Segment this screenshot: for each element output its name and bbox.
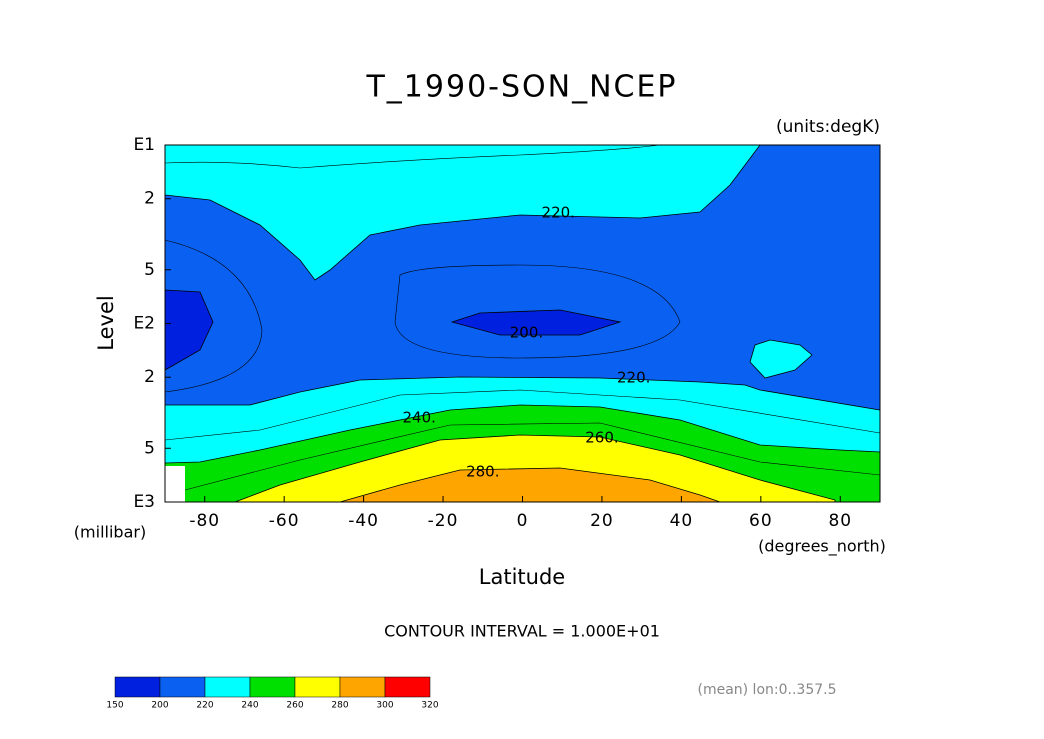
colorbar-swatch: [159, 676, 206, 698]
x-tick-label: -80: [189, 511, 220, 531]
x-axis-label: Latitude: [479, 565, 565, 589]
colorbar-swatch: [294, 676, 341, 698]
y-tick-label: E3: [133, 492, 155, 512]
colorbar-swatch: [114, 676, 161, 698]
colorbar-label: 240: [241, 701, 258, 711]
y-tick-label: E2: [133, 314, 155, 334]
colorbar-swatch: [384, 676, 431, 698]
x-tick-label: -20: [428, 511, 459, 531]
missing-data: [165, 466, 185, 502]
y-tick-label: 5: [144, 260, 155, 280]
colorbar-label: 260: [286, 701, 303, 711]
x-tick-label: 40: [670, 511, 694, 531]
contour-line: [184, 422, 881, 491]
footnote: (mean) lon:0..357.5: [697, 682, 836, 698]
y-axis-label: Level: [94, 295, 118, 350]
x-tick-label: 80: [828, 511, 852, 531]
colorbar-label: 200: [151, 701, 168, 711]
contour-label: 220.: [617, 369, 650, 387]
contour-line: [394, 264, 681, 359]
contour-line: [164, 239, 263, 393]
colorbar-swatch: [339, 676, 386, 698]
x-tick-label: -40: [348, 511, 379, 531]
colorbar-label: 280: [331, 701, 348, 711]
x-tick-label: -60: [269, 511, 300, 531]
x-tick-label: 20: [590, 511, 614, 531]
colorbar-label: 320: [421, 701, 438, 711]
contour-line: [164, 389, 881, 441]
y-units: (millibar): [74, 523, 146, 542]
colorbar-swatch: [204, 676, 251, 698]
y-tick-label: 2: [144, 367, 155, 387]
contour-label: 200.: [510, 323, 543, 341]
contour-label: 260.: [585, 429, 618, 447]
contour-label: 220.: [542, 203, 575, 221]
units-label: (units:degK): [776, 117, 880, 137]
colorbar-swatch: [249, 676, 296, 698]
contour-region: [339, 467, 721, 503]
chart-title: T_1990-SON_NCEP: [365, 70, 677, 105]
y-tick-label: 5: [144, 438, 155, 458]
x-tick-label: 0: [517, 511, 529, 531]
contour-label: 240.: [403, 408, 436, 426]
x-units: (degrees_north): [758, 537, 886, 557]
x-tick-label: 60: [749, 511, 773, 531]
contour-field: [164, 144, 881, 503]
colorbar-label: 150: [106, 701, 123, 711]
colorbar-label: 300: [376, 701, 393, 711]
y-tick-label: 2: [144, 189, 155, 209]
colorbar-label: 220: [196, 701, 213, 711]
contour-line: [164, 144, 661, 169]
y-tick-label: E1: [133, 135, 155, 155]
contour-label: 280.: [466, 462, 499, 480]
contour-region: [749, 339, 813, 379]
contour-interval: CONTOUR INTERVAL = 1.000E+01: [384, 622, 660, 641]
contour-region: [450, 309, 622, 336]
